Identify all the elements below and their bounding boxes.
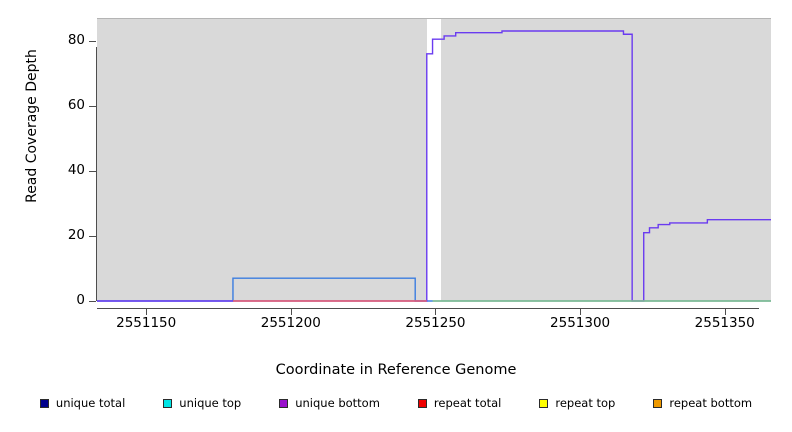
square-swatch-icon <box>39 399 49 409</box>
y-tick-label: 0 <box>76 292 85 308</box>
x-tick-label: 2551350 <box>694 315 755 331</box>
x-tick <box>146 308 148 315</box>
y-tick <box>89 170 96 172</box>
legend-label: repeat total <box>433 396 502 410</box>
y-tick-label-layer: 0 20 40 60 80 <box>52 0 85 432</box>
x-tick-label: 2551150 <box>116 315 177 331</box>
legend-label: unique bottom <box>295 396 380 410</box>
y-tick-label: 60 <box>67 96 85 113</box>
x-axis-title: Coordinate in Reference Genome <box>275 362 517 378</box>
repeat-region-left <box>97 18 427 301</box>
x-axis-line <box>97 308 759 309</box>
legend-entry-repeat-bottom: repeat bottom <box>653 396 753 410</box>
y-tick-label: 20 <box>67 226 85 243</box>
x-tick <box>724 308 726 315</box>
series-layer <box>97 18 771 301</box>
square-swatch-icon <box>539 399 549 409</box>
y-axis-title: Read Coverage Depth <box>24 49 40 203</box>
chart-legend: unique total unique top unique bottom repea… <box>0 396 792 410</box>
square-swatch-icon <box>653 399 663 409</box>
y-tick <box>89 301 96 302</box>
y-axis-line <box>96 47 97 301</box>
square-swatch-icon <box>279 399 289 409</box>
repeat-region-right <box>441 18 771 301</box>
x-tick <box>435 308 437 315</box>
y-tick <box>89 40 96 42</box>
x-tick-label: 2551300 <box>550 315 611 331</box>
legend-label: unique top <box>179 396 242 410</box>
y-tick <box>89 235 96 237</box>
x-tick-label: 2551250 <box>405 315 466 331</box>
legend-entry-unique-top: unique top <box>163 396 242 410</box>
series-line-unique-bottom <box>97 31 771 301</box>
legend-entry-repeat-total: repeat total <box>417 396 502 410</box>
legend-label: repeat bottom <box>669 396 753 410</box>
square-swatch-icon <box>163 399 173 409</box>
x-tick <box>290 308 292 315</box>
legend-entry-unique-bottom: unique bottom <box>279 396 380 410</box>
square-swatch-icon <box>417 399 427 409</box>
y-tick <box>89 105 96 107</box>
legend-entry-repeat-top: repeat top <box>539 396 616 410</box>
plot-area <box>97 18 771 301</box>
x-tick <box>580 308 582 315</box>
y-tick-label: 80 <box>67 31 85 48</box>
y-tick-label: 40 <box>67 161 85 178</box>
series-line-unique-total <box>97 278 771 301</box>
legend-label: unique total <box>55 396 126 410</box>
x-tick-label: 2551200 <box>260 315 321 331</box>
legend-label: repeat top <box>555 396 616 410</box>
legend-entry-unique-total: unique total <box>39 396 126 410</box>
